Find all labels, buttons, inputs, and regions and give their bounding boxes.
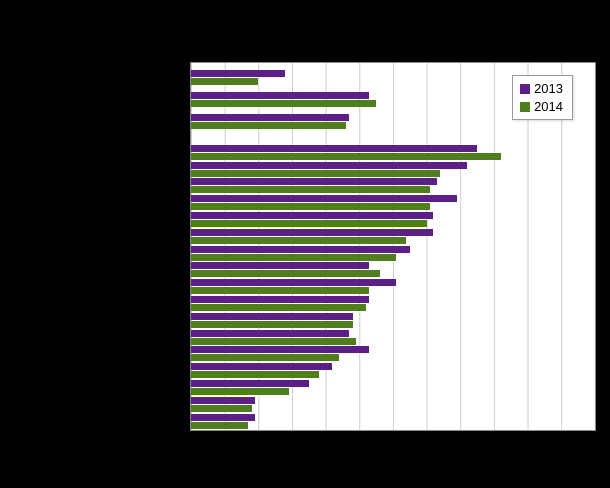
bar-row [191, 396, 595, 413]
bar-row [191, 211, 595, 228]
legend: 2013 2014 [512, 75, 573, 120]
bar-2014 [191, 121, 346, 129]
bar-2014 [191, 220, 427, 228]
bar-row [191, 312, 595, 329]
bar-2014 [191, 354, 340, 362]
legend-label-2014: 2014 [534, 99, 563, 114]
bar-2014 [191, 203, 431, 211]
bar-2013 [191, 312, 353, 320]
bar-2014 [191, 77, 259, 85]
bar-2014 [191, 371, 319, 379]
bar-2014 [191, 186, 431, 194]
legend-item-2013: 2013 [520, 81, 563, 96]
bar-row [191, 178, 595, 195]
bar-2013 [191, 144, 478, 152]
bar-row [191, 110, 595, 132]
bar-row [191, 329, 595, 346]
bar-2013 [191, 279, 397, 287]
bar-2013 [191, 178, 437, 186]
bars-container [191, 66, 595, 430]
bar-2014 [191, 253, 397, 261]
bar-2013 [191, 195, 457, 203]
legend-item-2014: 2014 [520, 99, 563, 114]
bar-2013 [191, 262, 370, 270]
bar-row [191, 379, 595, 396]
bar-group [191, 144, 595, 430]
bar-2013 [191, 329, 350, 337]
bar-2013 [191, 413, 255, 421]
bar-row [191, 161, 595, 178]
bar-2014 [191, 320, 353, 328]
bar-2013 [191, 363, 333, 371]
bar-row [191, 66, 595, 88]
bar-2013 [191, 69, 286, 77]
bar-2013 [191, 346, 370, 354]
plot-area: 2013 2014 [190, 62, 596, 431]
bar-row [191, 295, 595, 312]
bar-row [191, 346, 595, 363]
bar-2014 [191, 152, 501, 160]
bar-row [191, 413, 595, 430]
bar-row [191, 278, 595, 295]
bar-row [191, 362, 595, 379]
legend-swatch-2013-icon [520, 83, 531, 94]
legend-swatch-2014-icon [520, 101, 531, 112]
bar-row [191, 262, 595, 279]
bar-2013 [191, 296, 370, 304]
bar-2014 [191, 287, 370, 295]
bar-2013 [191, 113, 350, 121]
bar-group [191, 66, 595, 132]
bar-2014 [191, 388, 289, 396]
bar-row [191, 228, 595, 245]
bar-2014 [191, 169, 441, 177]
legend-label-2013: 2013 [534, 81, 563, 96]
bar-2014 [191, 99, 377, 107]
bar-2013 [191, 212, 434, 220]
bar-2013 [191, 228, 434, 236]
bar-row [191, 144, 595, 161]
bar-2014 [191, 270, 380, 278]
bar-2014 [191, 421, 249, 429]
bar-2014 [191, 337, 356, 345]
bar-2013 [191, 245, 410, 253]
bar-2013 [191, 91, 370, 99]
bar-2013 [191, 380, 309, 388]
bar-row [191, 194, 595, 211]
bar-row [191, 88, 595, 110]
bar-2013 [191, 396, 255, 404]
bar-row [191, 245, 595, 262]
bar-2014 [191, 236, 407, 244]
bar-2014 [191, 404, 252, 412]
bar-2013 [191, 161, 468, 169]
bar-2014 [191, 304, 367, 312]
